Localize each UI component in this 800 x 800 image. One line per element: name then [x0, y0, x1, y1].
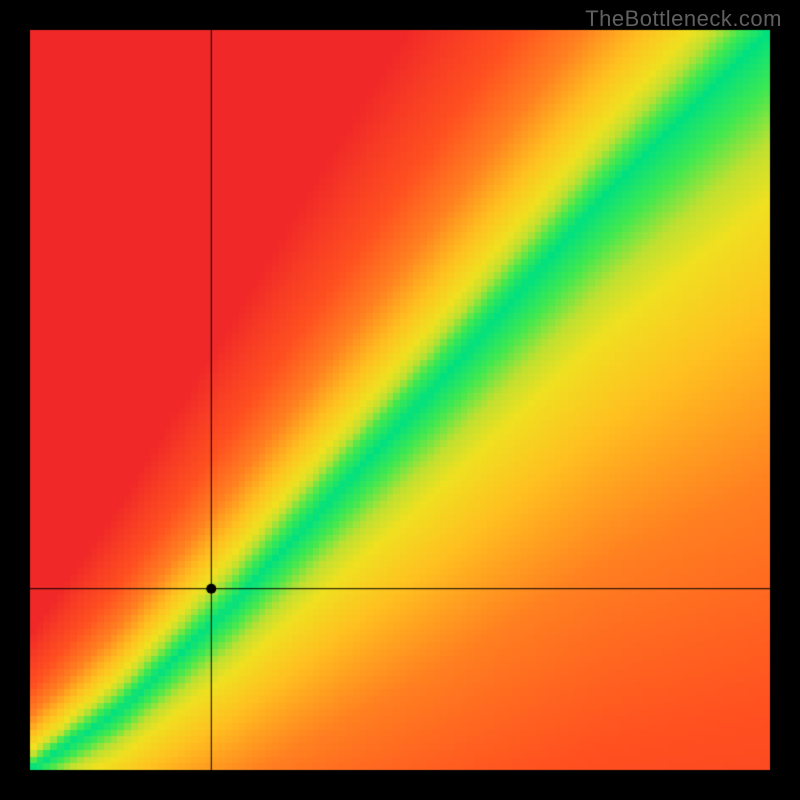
chart-container: TheBottleneck.com: [0, 0, 800, 800]
watermark-text: TheBottleneck.com: [585, 6, 782, 32]
heatmap-canvas: [0, 0, 800, 800]
